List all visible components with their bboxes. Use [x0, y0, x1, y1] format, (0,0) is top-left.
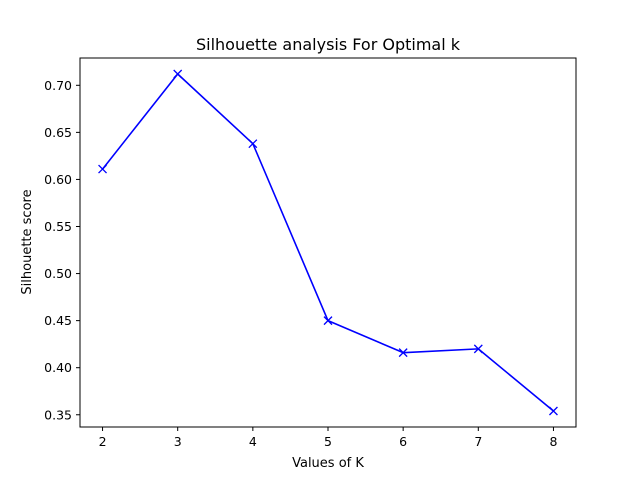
plot-area: 2 3 4 5 6 7 8 0.35 0.40 0.45 0.50 0.55 0.60 0.65 0.70 [44, 57, 577, 449]
y-axis-label: Silhouette score [20, 189, 35, 294]
y-tick-label: 0.55 [44, 219, 72, 234]
x-tick-label: 2 [99, 434, 107, 449]
y-tick-label: 0.35 [44, 407, 72, 422]
data-point-marker [548, 406, 558, 416]
x-tick-label: 3 [174, 434, 182, 449]
y-tick-label: 0.50 [44, 266, 72, 281]
x-tick-label: 8 [549, 434, 557, 449]
chart-title: Silhouette analysis For Optimal k [196, 35, 461, 54]
data-point-marker [398, 348, 408, 358]
y-tick-label: 0.65 [44, 125, 72, 140]
x-tick-label: 5 [324, 434, 332, 449]
y-tick-label: 0.70 [44, 78, 72, 93]
data-point-marker [173, 69, 183, 79]
x-tick-label: 4 [249, 434, 257, 449]
x-axis-label: Values of K [292, 456, 364, 471]
data-point-marker [98, 164, 108, 174]
y-tick-label: 0.45 [44, 313, 72, 328]
y-tick-label: 0.60 [44, 172, 72, 187]
x-tick-label: 7 [474, 434, 482, 449]
x-tick-label: 6 [399, 434, 407, 449]
data-point-marker [248, 139, 258, 149]
data-point-marker [473, 344, 483, 354]
data-point-marker [323, 316, 333, 326]
y-tick-label: 0.40 [44, 360, 72, 375]
